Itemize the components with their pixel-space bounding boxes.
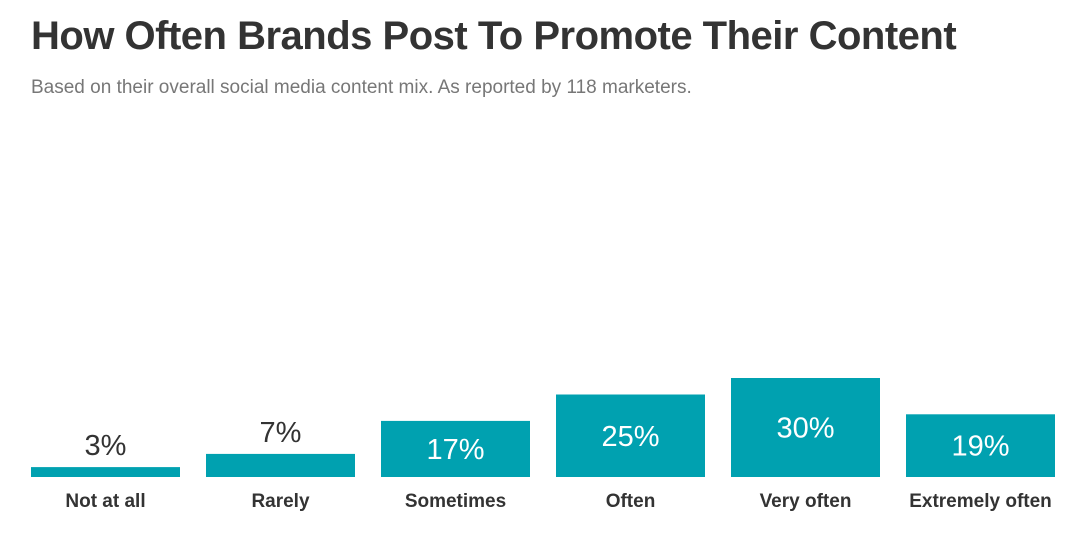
bar-not-at-all bbox=[31, 467, 180, 477]
bar-value-label: 17% bbox=[426, 434, 484, 466]
bar-very-often bbox=[731, 378, 880, 477]
category-label: Not at all bbox=[65, 491, 145, 512]
bar-rarely bbox=[206, 453, 355, 477]
bar-value-label: 7% bbox=[260, 417, 302, 449]
bar-sometimes bbox=[381, 420, 530, 477]
chart-subtitle: Based on their overall social media cont… bbox=[31, 77, 692, 98]
category-label: Sometimes bbox=[405, 491, 506, 512]
bar-value-label: 19% bbox=[951, 431, 1009, 463]
bar-value-label: 25% bbox=[601, 421, 659, 453]
bar-value-label: 30% bbox=[776, 413, 834, 445]
category-label: Extremely often bbox=[909, 491, 1052, 512]
category-label: Often bbox=[606, 491, 656, 512]
bar-value-label: 3% bbox=[85, 430, 127, 462]
bar-extremely-often bbox=[906, 414, 1055, 477]
chart-title: How Often Brands Post To Promote Their C… bbox=[31, 14, 957, 58]
bar-often bbox=[556, 394, 705, 477]
category-label: Very often bbox=[760, 491, 852, 512]
category-label: Rarely bbox=[251, 491, 310, 512]
